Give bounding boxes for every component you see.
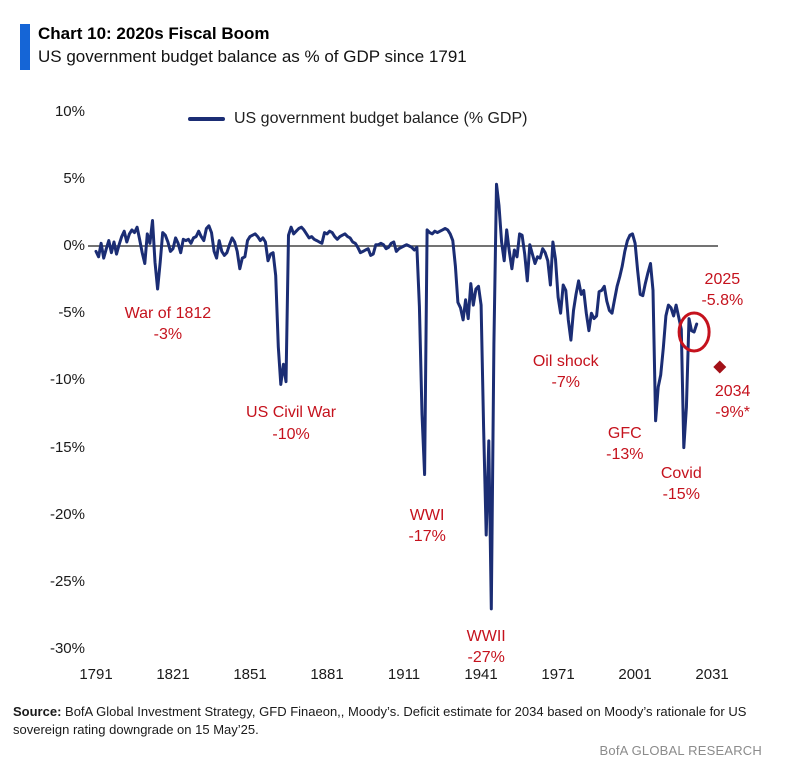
annotation-value: -5.8% [701,292,744,310]
annotation-2034: 2034 -9%* [715,381,751,423]
x-tick-label: 1881 [310,666,344,683]
annotation-label: Oil shock [532,353,599,371]
legend: US government budget balance (% GDP) [188,110,527,128]
x-tick-label: 1851 [233,666,267,683]
title-accent-bar [20,24,30,70]
annotation-label: Covid [660,464,702,482]
source-text: BofA Global Investment Strategy, GFD Fin… [13,704,747,737]
annotation-wwii: WWII -27% [467,625,506,667]
legend-line-swatch [188,117,225,121]
x-tick-label: 1941 [464,666,498,683]
y-tick-label: -15% [49,438,85,456]
annotation-wwi: WWI -17% [408,504,445,546]
annotation-value: -9%* [715,403,750,421]
y-tick-label: -30% [49,640,85,658]
x-tick-label: 2031 [695,666,729,683]
annotation-label: WWI [409,506,445,524]
y-tick-label: -20% [49,505,85,523]
budget-balance-line [94,182,699,611]
brand-text: BofA GLOBAL RESEARCH [599,743,762,758]
annotation-label: War of 1812 [124,304,212,322]
y-tick-label: -5% [58,304,85,322]
x-tick-label: 1821 [156,666,190,683]
legend-label: US government budget balance (% GDP) [234,110,528,127]
x-tick-label: 1911 [387,666,421,683]
annotation-2025: 2025 -5.8% [701,269,743,311]
annotation-value: -7% [551,374,580,392]
x-tick-label: 1791 [79,666,113,683]
source-note: Source: BofA Global Investment Strategy,… [13,703,791,739]
annotation-value: -17% [408,527,446,545]
y-tick-label: -10% [49,371,85,389]
y-tick-label: 10% [54,102,85,120]
annotation-value: -10% [272,425,310,443]
annotation-label: GFC [607,424,642,442]
y-tick-label: 0% [63,237,85,254]
annotation-label: 2034 [714,382,751,400]
annotation-oil-shock: Oil shock -7% [533,351,599,393]
annotation-label: 2025 [704,271,741,289]
annotation-label: US Civil War [246,404,337,422]
annotation-us-civil-war: US Civil War -10% [246,402,336,444]
y-tick-label: 5% [63,169,85,187]
annotation-value: -27% [467,648,505,666]
annotation-value: -13% [606,445,644,463]
annotation-label: WWII [466,627,506,645]
annotation-value: -3% [153,325,183,343]
annotation-covid: Covid -15% [661,463,702,505]
chart-title: Chart 10: 2020s Fiscal Boom [38,24,270,43]
highlight-circle-2025 [677,311,711,353]
x-tick-label: 1971 [541,666,575,683]
x-tick-label: 2001 [618,666,652,683]
annotation-gfc: GFC -13% [606,422,643,464]
chart-subtitle: US government budget balance as % of GDP… [38,47,467,66]
y-tick-label: -25% [49,573,85,590]
annotation-value: -15% [662,485,700,503]
source-label: Source: [13,704,62,719]
estimate-diamond-2034 [713,360,727,374]
annotation-war-of-1812: War of 1812 -3% [125,303,212,345]
